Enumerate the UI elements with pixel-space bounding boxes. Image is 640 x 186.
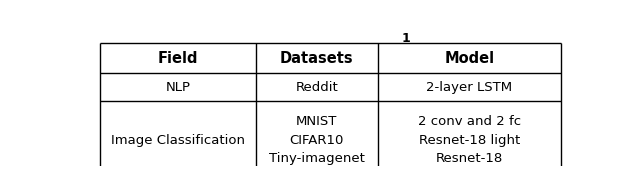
Text: 2-layer LSTM: 2-layer LSTM xyxy=(426,81,513,94)
Text: Image Classification: Image Classification xyxy=(111,134,245,147)
Text: MNIST
CIFAR10
Tiny-imagenet: MNIST CIFAR10 Tiny-imagenet xyxy=(269,115,365,165)
Text: Datasets: Datasets xyxy=(280,51,354,66)
Text: Model: Model xyxy=(444,51,495,66)
Text: NLP: NLP xyxy=(166,81,191,94)
Text: Reddit: Reddit xyxy=(296,81,338,94)
Text: Field: Field xyxy=(157,51,198,66)
Text: 2 conv and 2 fc
Resnet-18 light
Resnet-18: 2 conv and 2 fc Resnet-18 light Resnet-1… xyxy=(418,115,521,165)
Text: 1: 1 xyxy=(401,32,410,45)
